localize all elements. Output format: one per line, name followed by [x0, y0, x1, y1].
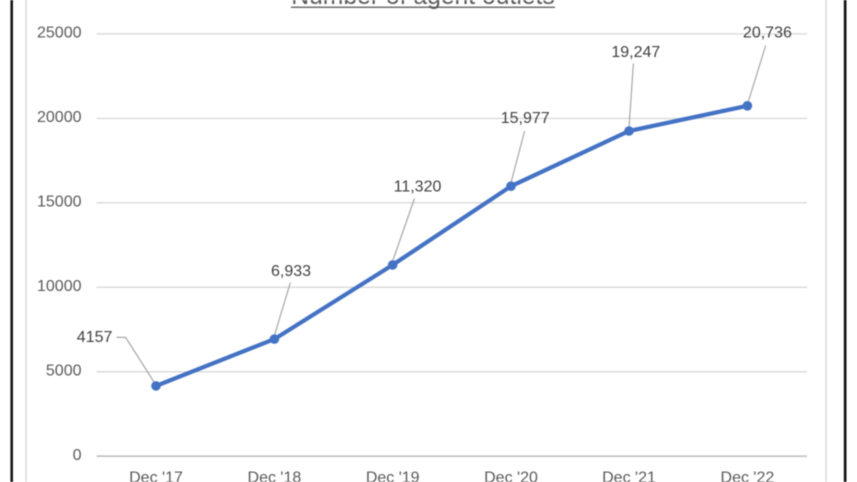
svg-text:11,320: 11,320 [394, 179, 442, 196]
svg-text:Dec '17: Dec '17 [129, 470, 183, 482]
svg-text:5000: 5000 [46, 363, 82, 380]
svg-text:25000: 25000 [37, 25, 82, 42]
svg-text:Dec '19: Dec '19 [366, 470, 420, 482]
svg-text:15,977: 15,977 [501, 110, 550, 127]
svg-text:Dec '20: Dec '20 [484, 470, 538, 482]
svg-text:20000: 20000 [37, 109, 82, 126]
svg-text:15000: 15000 [37, 194, 82, 211]
svg-text:19,247: 19,247 [611, 44, 660, 61]
svg-text:Dec '22: Dec '22 [721, 470, 775, 482]
svg-text:Dec '18: Dec '18 [248, 470, 302, 482]
svg-text:10000: 10000 [37, 278, 82, 295]
svg-text:0: 0 [73, 447, 82, 464]
svg-text:4157: 4157 [77, 329, 113, 346]
svg-text:Dec '21: Dec '21 [602, 470, 656, 482]
svg-text:20,736: 20,736 [743, 24, 792, 41]
svg-text:Number of agent outlets: Number of agent outlets [291, 0, 555, 10]
svg-text:6,933: 6,933 [271, 263, 311, 280]
